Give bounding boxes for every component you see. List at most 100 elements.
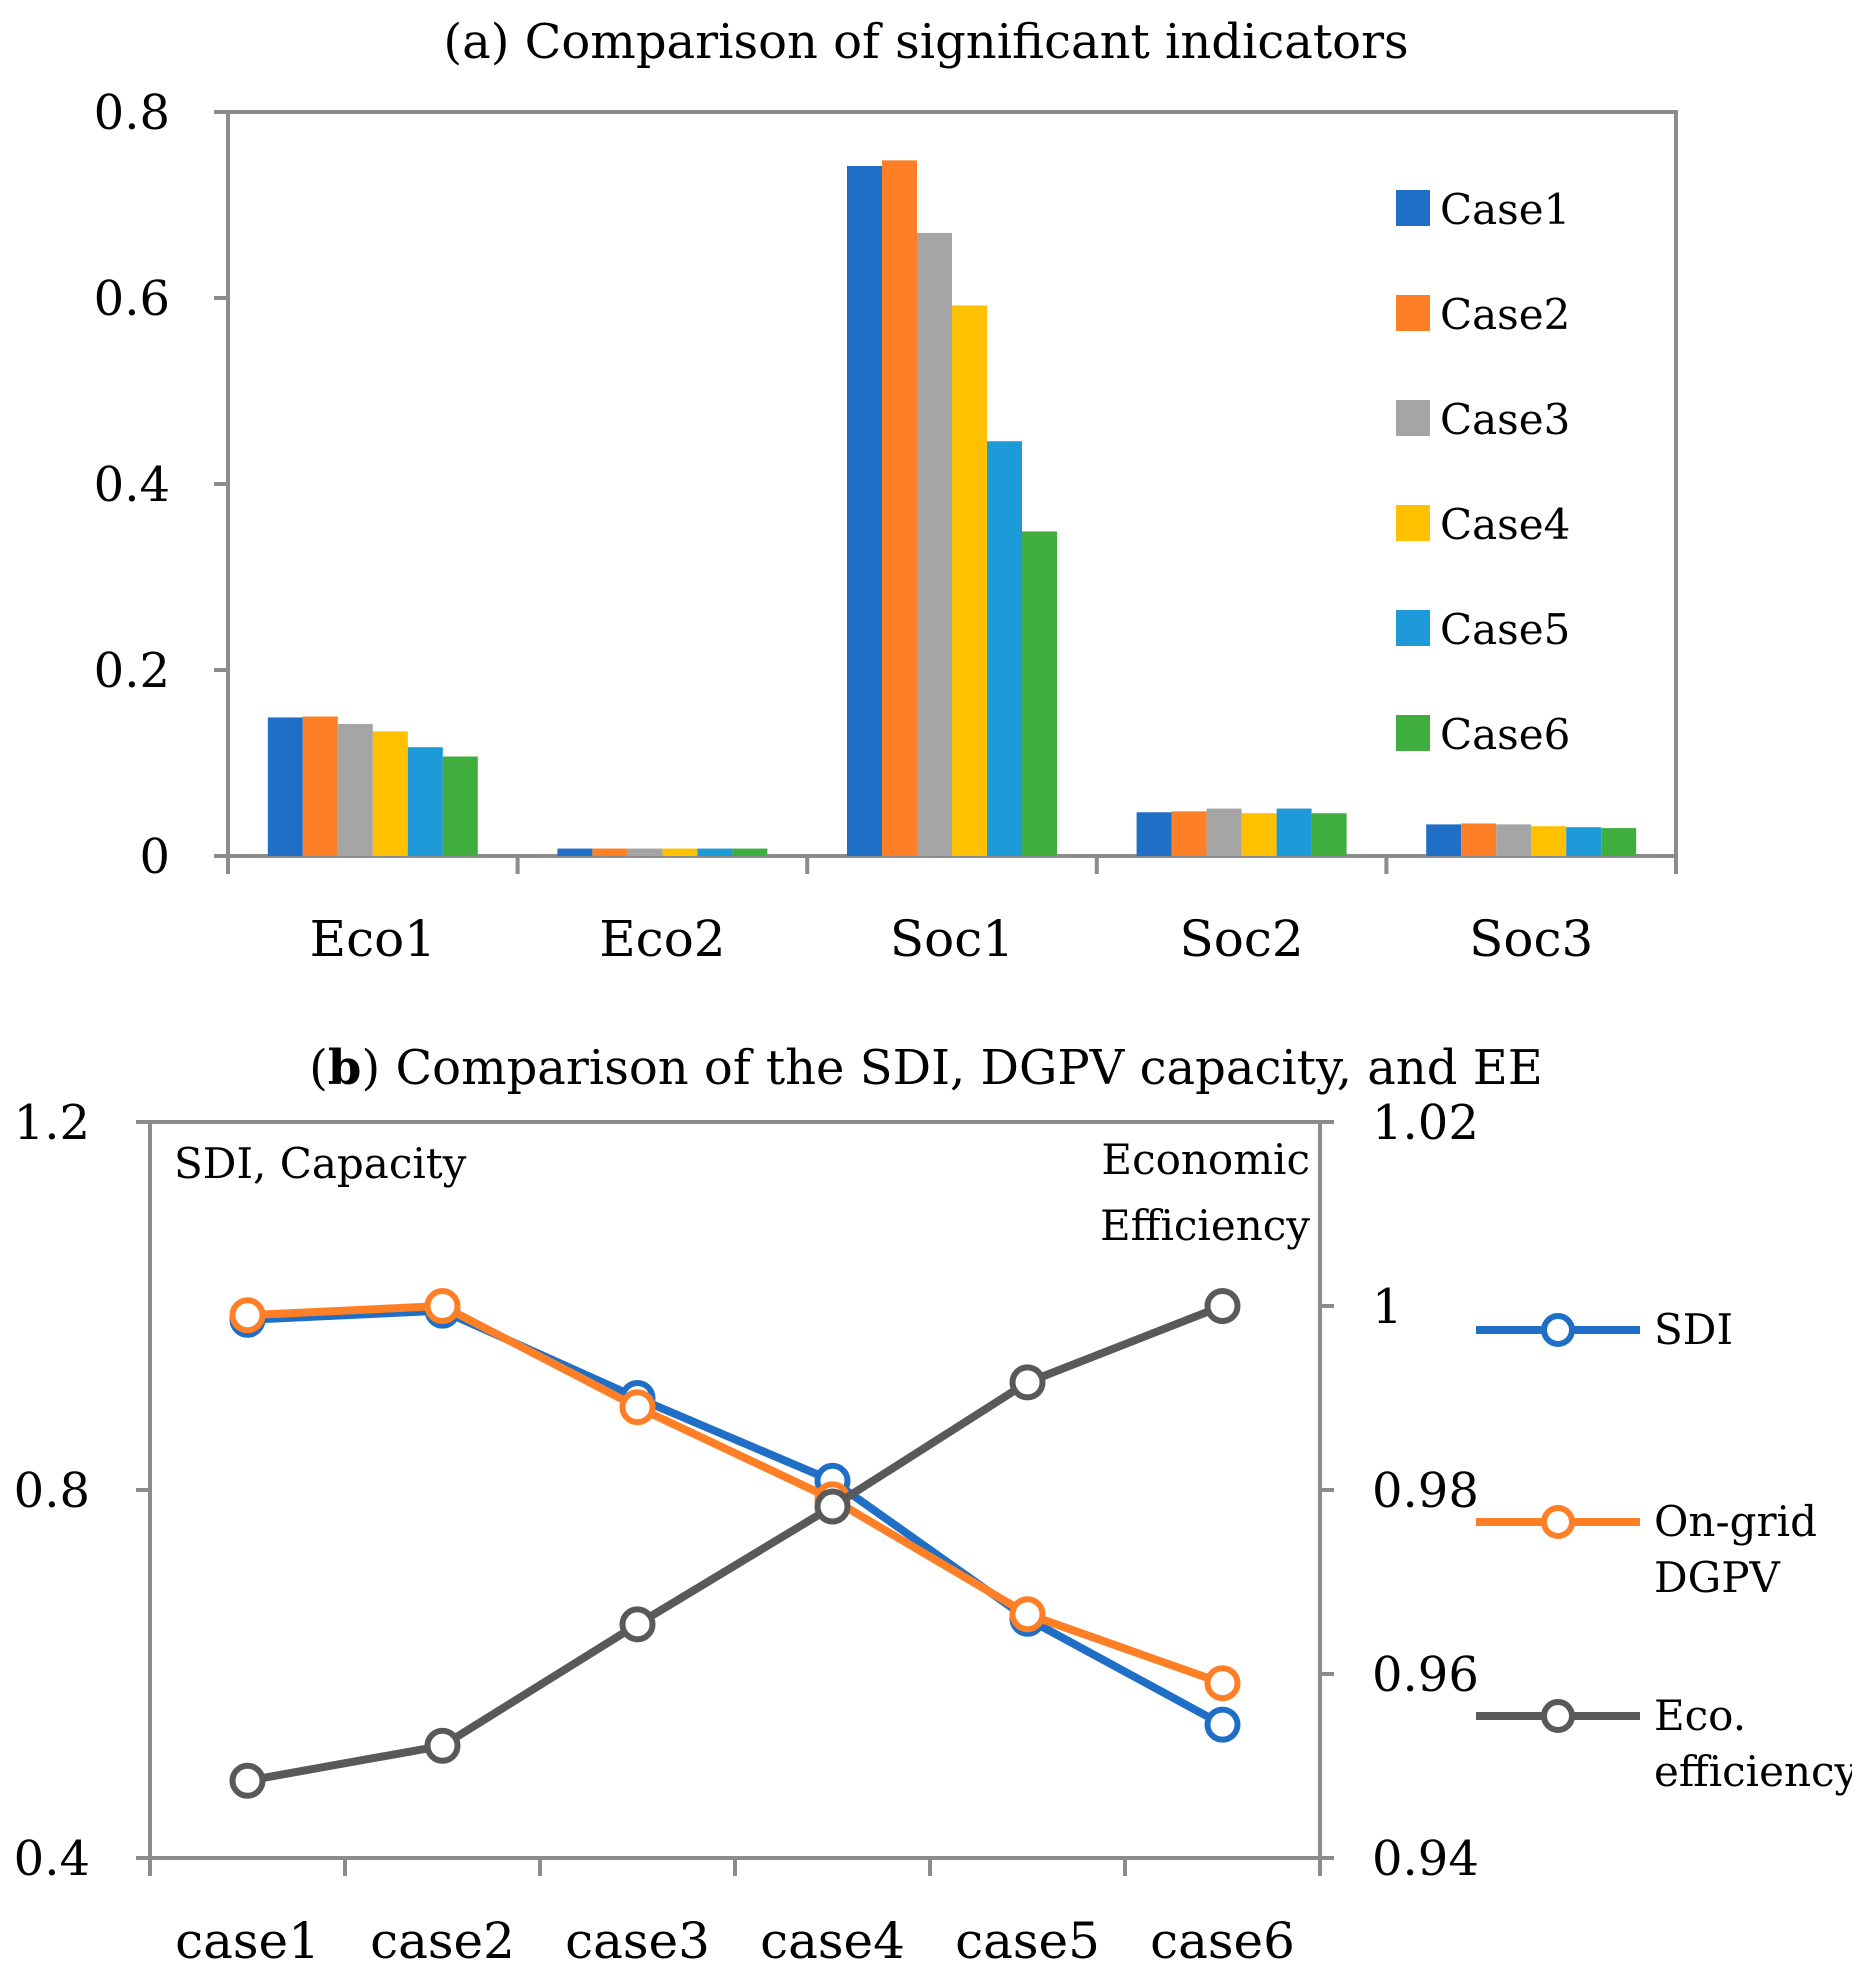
legend-marker-eco-efficiency — [1541, 1699, 1575, 1733]
chart-b-left-tick-label: 1.2 — [14, 1095, 90, 1151]
chart-b-right-tick-label: 0.94 — [1372, 1831, 1479, 1887]
chart-b-title-rest: ) Comparison of the SDI, DGPV capacity, … — [361, 1040, 1542, 1096]
chart-a-category-label: Soc2 — [1180, 910, 1304, 968]
chart-b-right-axis-note-line2: Efficiency — [1100, 1201, 1310, 1250]
point-eco-efficiency-case2 — [424, 1727, 461, 1764]
bar-eco1-case4 — [372, 731, 408, 856]
chart-b-left-tick-label: 0.8 — [14, 1463, 90, 1519]
legend-label-eco-efficiency: Eco. — [1654, 1691, 1746, 1740]
bar-chart-a: (a) Comparison of significant indicators… — [94, 14, 1678, 968]
bar-soc2-case5 — [1276, 808, 1312, 856]
chart-b-y-tick-labels: 0.4 0.8 1.2 0.94 0.96 0.98 1 1.02 — [14, 1095, 1479, 1887]
chart-b-lines — [229, 1288, 1241, 1799]
bar-eco2-case3 — [627, 848, 663, 856]
legend-label-case6: Case6 — [1440, 710, 1570, 759]
chart-a-category-labels: Eco1 Eco2 Soc1 Soc2 Soc3 — [310, 910, 1594, 968]
chart-a-y-tick-labels: 0 0.2 0.4 0.6 0.8 — [94, 85, 170, 885]
bar-soc3-case4 — [1531, 826, 1567, 856]
point-eco-efficiency-case5 — [1009, 1364, 1046, 1401]
point-on-grid-dgpv-case3 — [619, 1389, 656, 1426]
chart-b-left-tick-label: 0.4 — [14, 1831, 90, 1887]
bar-eco1-case5 — [407, 747, 443, 856]
legend-label-case3: Case3 — [1440, 395, 1570, 444]
chart-b-x-label: case6 — [1150, 1912, 1295, 1970]
point-eco-efficiency-case6 — [1204, 1288, 1241, 1324]
point-on-grid-dgpv-case5 — [1009, 1596, 1046, 1633]
legend-marker-on-grid-dgpv — [1541, 1505, 1575, 1539]
bar-soc1-case1 — [847, 165, 882, 856]
legend-label-on-grid-dgpv: DGPV — [1654, 1553, 1780, 1602]
legend-label-case5: Case5 — [1440, 605, 1570, 654]
chart-b-title-open: ( — [309, 1040, 328, 1096]
bar-soc1-case4 — [952, 305, 987, 856]
bar-soc1-case2 — [882, 160, 917, 857]
bar-soc2-case2 — [1171, 811, 1207, 856]
bar-soc1-case3 — [917, 232, 952, 856]
chart-a-ticks — [214, 110, 1678, 874]
bar-soc3-case3 — [1496, 824, 1532, 856]
legend-label-on-grid-dgpv: On-grid — [1654, 1497, 1817, 1546]
chart-a-y-tick-label: 0 — [139, 829, 170, 885]
chart-b-title-bold: b — [328, 1040, 362, 1096]
bar-soc1-case6 — [1022, 531, 1057, 856]
line-sdi — [247, 1306, 1225, 1729]
chart-a-category-label: Eco2 — [599, 910, 725, 968]
point-eco-efficiency-case3 — [619, 1606, 656, 1643]
legend-swatch-case6 — [1396, 715, 1430, 751]
point-on-grid-dgpv-case6 — [1204, 1665, 1241, 1702]
chart-b-x-label: case3 — [565, 1912, 710, 1970]
bar-eco2-case6 — [732, 848, 768, 856]
line-on-grid-dgpv — [247, 1302, 1224, 1687]
legend-label-sdi: SDI — [1654, 1305, 1733, 1354]
chart-b-right-tick-label: 1.02 — [1372, 1095, 1479, 1151]
chart-a-y-tick-label: 0.4 — [94, 457, 170, 513]
chart-a-y-tick-label: 0.2 — [94, 643, 170, 699]
bar-soc3-case1 — [1426, 824, 1462, 856]
chart-b-legend: SDI On-grid DGPV Eco. efficiency — [1476, 1305, 1852, 1796]
line-chart-b: (b) Comparison of the SDI, DGPV capacity… — [14, 1040, 1852, 1970]
chart-b-right-axis-note-line1: Economic — [1101, 1135, 1310, 1184]
bar-eco1-case6 — [442, 756, 478, 856]
bar-soc2-case4 — [1241, 813, 1277, 856]
bar-soc2-case6 — [1311, 813, 1347, 856]
bar-soc3-case6 — [1601, 828, 1637, 856]
point-eco-efficiency-case1 — [229, 1762, 266, 1799]
point-eco-efficiency-case4 — [814, 1488, 851, 1525]
legend-label-case1: Case1 — [1440, 185, 1570, 234]
point-on-grid-dgpv-case2 — [424, 1288, 461, 1324]
point-on-grid-dgpv-case1 — [229, 1297, 266, 1334]
legend-swatch-case5 — [1396, 610, 1430, 646]
chart-a-category-label: Soc1 — [890, 910, 1014, 968]
chart-b-title: (b) Comparison of the SDI, DGPV capacity… — [309, 1040, 1543, 1096]
point-sdi-case6 — [1204, 1706, 1241, 1743]
legend-marker-sdi — [1541, 1313, 1575, 1347]
bar-eco2-case4 — [662, 848, 698, 856]
bar-eco1-case1 — [267, 717, 303, 856]
chart-b-ticks — [136, 1120, 1334, 1876]
chart-b-x-labels: case1 case2 case3 case4 case5 case6 — [175, 1912, 1295, 1970]
legend-swatch-case1 — [1396, 190, 1430, 226]
bar-soc2-case1 — [1136, 812, 1172, 856]
bar-eco2-case2 — [592, 848, 628, 856]
bar-eco2-case5 — [697, 848, 733, 856]
legend-swatch-case2 — [1396, 295, 1430, 331]
line-eco-efficiency — [246, 1302, 1224, 1785]
chart-a-y-tick-label: 0.6 — [94, 271, 170, 327]
chart-a-category-label: Eco1 — [310, 910, 436, 968]
chart-b-right-tick-label: 0.98 — [1372, 1463, 1479, 1519]
chart-a-y-tick-label: 0.8 — [94, 85, 170, 141]
chart-a-title: (a) Comparison of significant indicators — [443, 14, 1408, 70]
legend-swatch-case4 — [1396, 505, 1430, 541]
chart-b-right-tick-label: 0.96 — [1372, 1647, 1479, 1703]
legend-label-case2: Case2 — [1440, 290, 1570, 339]
chart-b-x-label: case5 — [955, 1912, 1100, 1970]
bar-eco1-case2 — [302, 716, 338, 856]
chart-a-category-label: Soc3 — [1469, 910, 1593, 968]
legend-swatch-case3 — [1396, 400, 1430, 436]
bar-soc3-case2 — [1461, 823, 1497, 856]
bar-soc3-case5 — [1566, 827, 1602, 856]
bar-eco1-case3 — [337, 723, 373, 856]
bar-soc1-case5 — [987, 441, 1022, 856]
bar-eco2-case1 — [557, 848, 593, 856]
